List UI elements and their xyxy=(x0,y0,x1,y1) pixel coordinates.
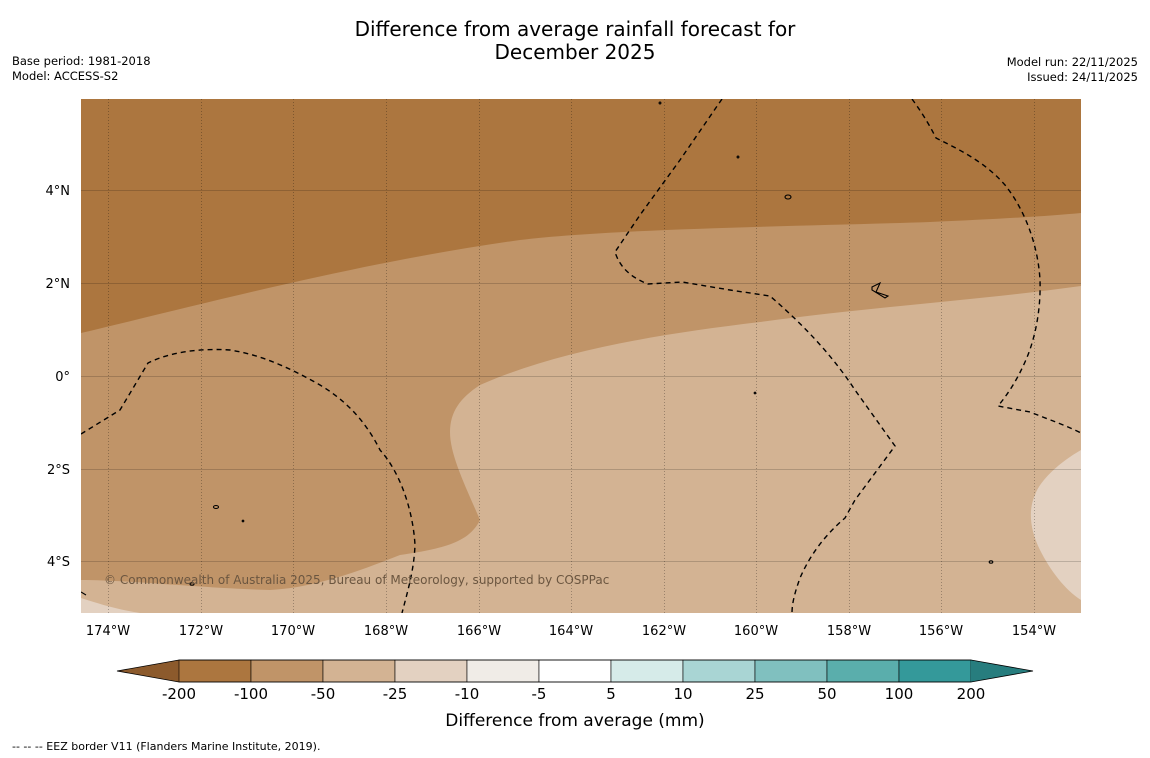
colorbar-cell xyxy=(538,659,612,683)
eez-borders xyxy=(81,99,1081,613)
colorbar-right-arrow xyxy=(971,660,1033,682)
colorbar-left-arrow xyxy=(117,660,179,682)
model-text: Model: ACCESS-S2 xyxy=(12,69,119,83)
colorbar-label: Difference from average (mm) xyxy=(445,711,704,731)
colorbar-cell xyxy=(394,659,468,683)
colorbar-cell xyxy=(682,659,756,683)
colorbar-cell xyxy=(466,659,540,683)
colorbar-cell xyxy=(250,659,324,683)
metadata-left: Base period: 1981-2018 Model: ACCESS-S2 xyxy=(12,54,151,84)
eez-footnote: -- -- -- EEZ border V11 (Flanders Marine… xyxy=(12,740,321,753)
rainfall-patch-bottom-left xyxy=(81,598,140,613)
colorbar-cell xyxy=(826,659,900,683)
lon-label: 160°W xyxy=(734,624,778,639)
colorbar-tick-label: -100 xyxy=(234,685,268,703)
map-title-line2: December 2025 xyxy=(494,40,656,64)
lon-label: 156°W xyxy=(919,624,963,639)
colorbar-tick-label: -50 xyxy=(311,685,336,703)
issued-text: Issued: 24/11/2025 xyxy=(1027,70,1138,84)
colorbar: -200 -100 -50 -25 -10 -5 5 10 25 50 100 … xyxy=(116,659,1034,731)
island-jarvis xyxy=(753,391,757,395)
latitude-gridlines xyxy=(81,190,1081,562)
colorbar-cell xyxy=(178,659,252,683)
islands xyxy=(81,101,994,596)
colorbar-cell xyxy=(322,659,396,683)
colorbar-tick-labels: -200 -100 -50 -25 -10 -5 5 10 25 50 100 … xyxy=(162,685,985,703)
lon-label: 154°W xyxy=(1012,624,1056,639)
colorbar-cell xyxy=(610,659,684,683)
map-copyright: © Commonwealth of Australia 2025, Bureau… xyxy=(104,573,609,587)
island-southeast xyxy=(988,560,994,564)
lat-label: 4°N xyxy=(46,184,71,199)
colorbar-tick-label: 200 xyxy=(957,685,986,703)
island-tokelau-atafu xyxy=(212,504,220,510)
colorbar-tick-label: 100 xyxy=(885,685,914,703)
island-kiritimati xyxy=(871,281,890,299)
colorbar-outline xyxy=(116,659,1034,683)
lon-label: 172°W xyxy=(179,624,223,639)
lat-label: 4°S xyxy=(47,555,70,570)
base-period-text: Base period: 1981-2018 xyxy=(12,54,151,68)
colorbar-cells xyxy=(178,659,972,683)
metadata-right: Model run: 22/11/2025 Issued: 24/11/2025 xyxy=(1007,55,1138,85)
colorbar-tick-label: -5 xyxy=(532,685,547,703)
island-tokelau-fakaofo xyxy=(189,582,195,586)
colorbar-tick-label: -25 xyxy=(383,685,408,703)
eez-border-kiribati-east xyxy=(911,99,1081,434)
latitude-labels: 4°N 2°N 0° 2°S 4°S xyxy=(46,184,71,570)
model-run-text: Model run: 22/11/2025 xyxy=(1006,55,1138,69)
colorbar-tick-label: 10 xyxy=(673,685,692,703)
colorbar-tick-label: 50 xyxy=(817,685,836,703)
island-howland xyxy=(784,194,792,200)
lon-label: 164°W xyxy=(549,624,593,639)
eez-border-tokelau-west xyxy=(81,348,416,613)
lon-label: 174°W xyxy=(86,624,130,639)
island-north-dot xyxy=(658,101,662,105)
lat-label: 0° xyxy=(55,370,70,385)
longitude-labels: 174°W 172°W 170°W 168°W 166°W 164°W 162°… xyxy=(86,624,1056,639)
colorbar-tick-label: 25 xyxy=(745,685,764,703)
rainfall-band-minus25-to-minus10 xyxy=(1030,450,1081,600)
lon-label: 170°W xyxy=(271,624,315,639)
lon-label: 158°W xyxy=(827,624,871,639)
map-title-line1: Difference from average rainfall forecas… xyxy=(354,17,796,41)
colorbar-tick-label: -200 xyxy=(162,685,196,703)
lat-label: 2°S xyxy=(47,463,70,478)
colorbar-cell xyxy=(898,659,972,683)
island-west-edge xyxy=(81,591,87,596)
map-title: Difference from average rainfall forecas… xyxy=(0,18,1150,64)
map-canvas[interactable]: © Commonwealth of Australia 2025, Bureau… xyxy=(81,99,1081,613)
colorbar-tick-label: -10 xyxy=(455,685,480,703)
lon-label: 168°W xyxy=(364,624,408,639)
lat-label: 2°N xyxy=(46,277,71,292)
eez-border-kiribati-central xyxy=(614,99,896,613)
colorbar-cell xyxy=(754,659,828,683)
island-jarvis-north xyxy=(736,155,740,159)
colorbar-tick-label: 5 xyxy=(606,685,616,703)
lon-label: 166°W xyxy=(457,624,501,639)
island-tokelau-nukunonu xyxy=(241,519,245,523)
lon-label: 162°W xyxy=(642,624,686,639)
